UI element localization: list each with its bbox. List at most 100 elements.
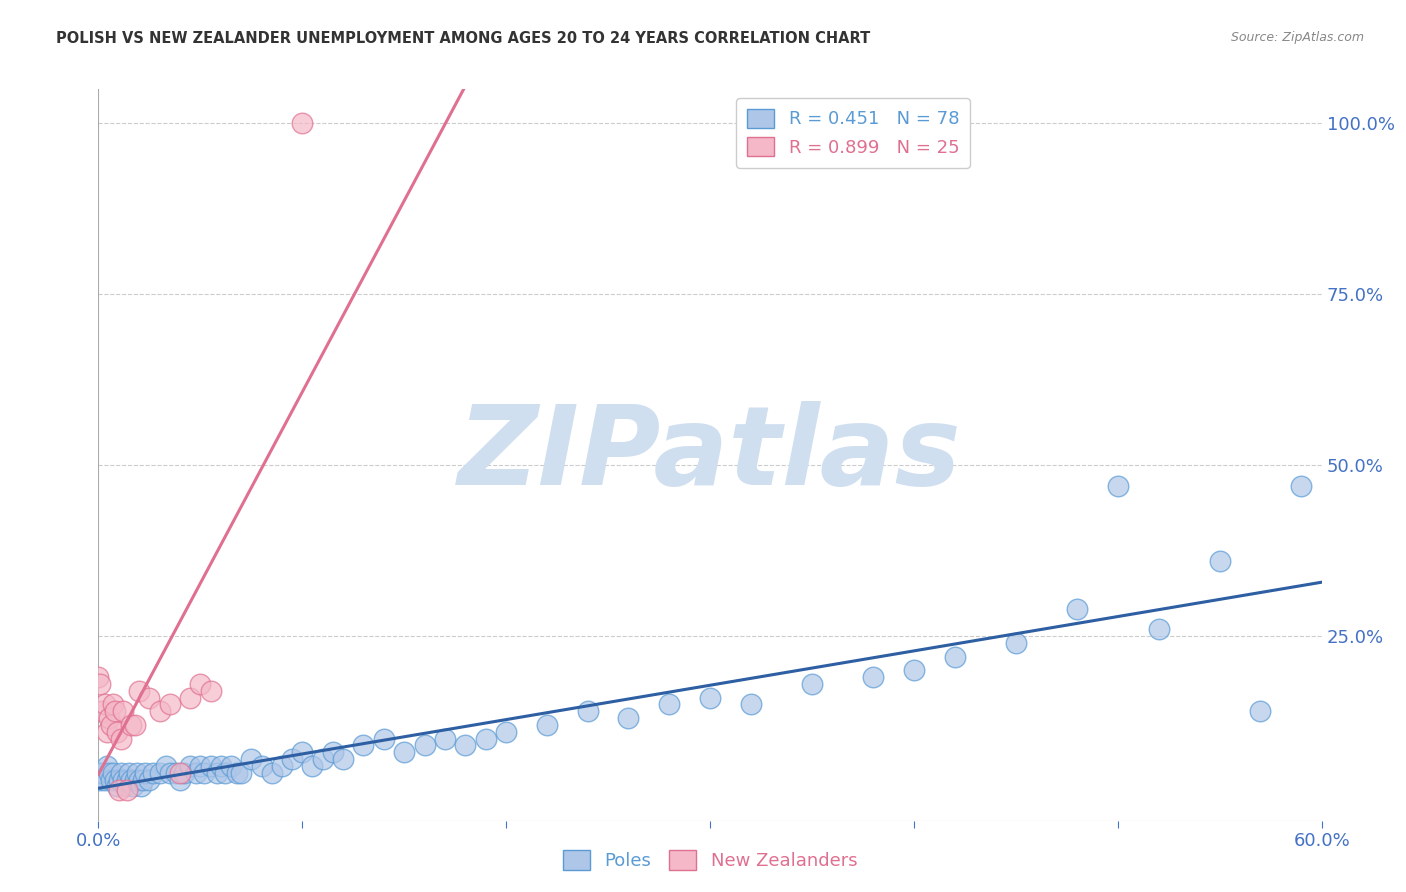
Point xyxy=(740,698,762,712)
Point xyxy=(322,745,344,759)
Point xyxy=(474,731,498,746)
Text: Source: ZipAtlas.com: Source: ZipAtlas.com xyxy=(1230,31,1364,45)
Point xyxy=(127,765,149,780)
Point xyxy=(138,690,160,705)
Point xyxy=(114,780,136,794)
Point xyxy=(149,704,172,718)
Point xyxy=(124,718,146,732)
Point xyxy=(291,745,314,759)
Point xyxy=(219,759,242,773)
Point xyxy=(115,772,138,787)
Point xyxy=(120,772,142,787)
Point xyxy=(129,780,152,794)
Text: ZIPatlas: ZIPatlas xyxy=(458,401,962,508)
Point xyxy=(134,765,156,780)
Point xyxy=(120,718,142,732)
Point xyxy=(1291,478,1313,492)
Point xyxy=(434,731,457,746)
Point xyxy=(110,765,132,780)
Point xyxy=(179,690,201,705)
Point xyxy=(124,772,146,787)
Point xyxy=(209,759,232,773)
Point xyxy=(165,765,187,780)
Point xyxy=(100,772,122,787)
Point xyxy=(1147,622,1170,636)
Point xyxy=(89,677,111,691)
Point xyxy=(111,772,134,787)
Point xyxy=(100,718,122,732)
Point xyxy=(240,752,263,766)
Point xyxy=(97,765,120,780)
Point xyxy=(205,765,228,780)
Point xyxy=(413,739,436,753)
Point xyxy=(105,780,128,794)
Point xyxy=(312,752,335,766)
Point xyxy=(155,759,177,773)
Point xyxy=(169,765,191,780)
Point xyxy=(188,677,212,691)
Point xyxy=(260,765,283,780)
Point xyxy=(1209,554,1232,568)
Point xyxy=(96,724,118,739)
Point xyxy=(91,704,114,718)
Point xyxy=(231,765,253,780)
Point xyxy=(281,752,304,766)
Point xyxy=(943,649,966,664)
Point xyxy=(93,698,115,712)
Point xyxy=(301,759,323,773)
Point xyxy=(173,765,195,780)
Point xyxy=(101,698,124,712)
Point xyxy=(104,772,127,787)
Point xyxy=(169,772,191,787)
Point xyxy=(122,780,145,794)
Point xyxy=(110,731,132,746)
Point xyxy=(200,683,222,698)
Point xyxy=(1107,478,1129,492)
Point xyxy=(87,765,110,780)
Point xyxy=(373,731,395,746)
Point xyxy=(454,739,477,753)
Point xyxy=(179,759,201,773)
Point xyxy=(108,772,131,787)
Point xyxy=(111,704,134,718)
Point xyxy=(105,724,128,739)
Point xyxy=(291,116,314,130)
Point xyxy=(617,711,640,725)
Point xyxy=(91,765,114,780)
Point xyxy=(352,739,374,753)
Point xyxy=(96,759,118,773)
Point xyxy=(1249,704,1271,718)
Point xyxy=(128,772,150,787)
Point xyxy=(159,698,181,712)
Point xyxy=(200,759,222,773)
Point xyxy=(495,724,517,739)
Point xyxy=(138,772,160,787)
Point xyxy=(118,765,141,780)
Point xyxy=(188,759,212,773)
Point xyxy=(115,783,138,797)
Text: POLISH VS NEW ZEALANDER UNEMPLOYMENT AMONG AGES 20 TO 24 YEARS CORRELATION CHART: POLISH VS NEW ZEALANDER UNEMPLOYMENT AMO… xyxy=(56,31,870,46)
Point xyxy=(801,677,824,691)
Point xyxy=(142,765,165,780)
Point xyxy=(1066,601,1088,615)
Point xyxy=(903,663,925,677)
Point xyxy=(89,772,111,787)
Point xyxy=(270,759,294,773)
Point xyxy=(104,704,127,718)
Point xyxy=(332,752,354,766)
Point xyxy=(149,765,172,780)
Point xyxy=(101,765,124,780)
Point xyxy=(1004,636,1026,650)
Point xyxy=(214,765,236,780)
Point xyxy=(87,670,110,684)
Point xyxy=(576,704,599,718)
Point xyxy=(699,690,721,705)
Point xyxy=(392,745,416,759)
Point xyxy=(132,772,155,787)
Point xyxy=(226,765,249,780)
Point xyxy=(193,765,215,780)
Point xyxy=(536,718,558,732)
Point xyxy=(128,683,150,698)
Point xyxy=(658,698,681,712)
Point xyxy=(250,759,273,773)
